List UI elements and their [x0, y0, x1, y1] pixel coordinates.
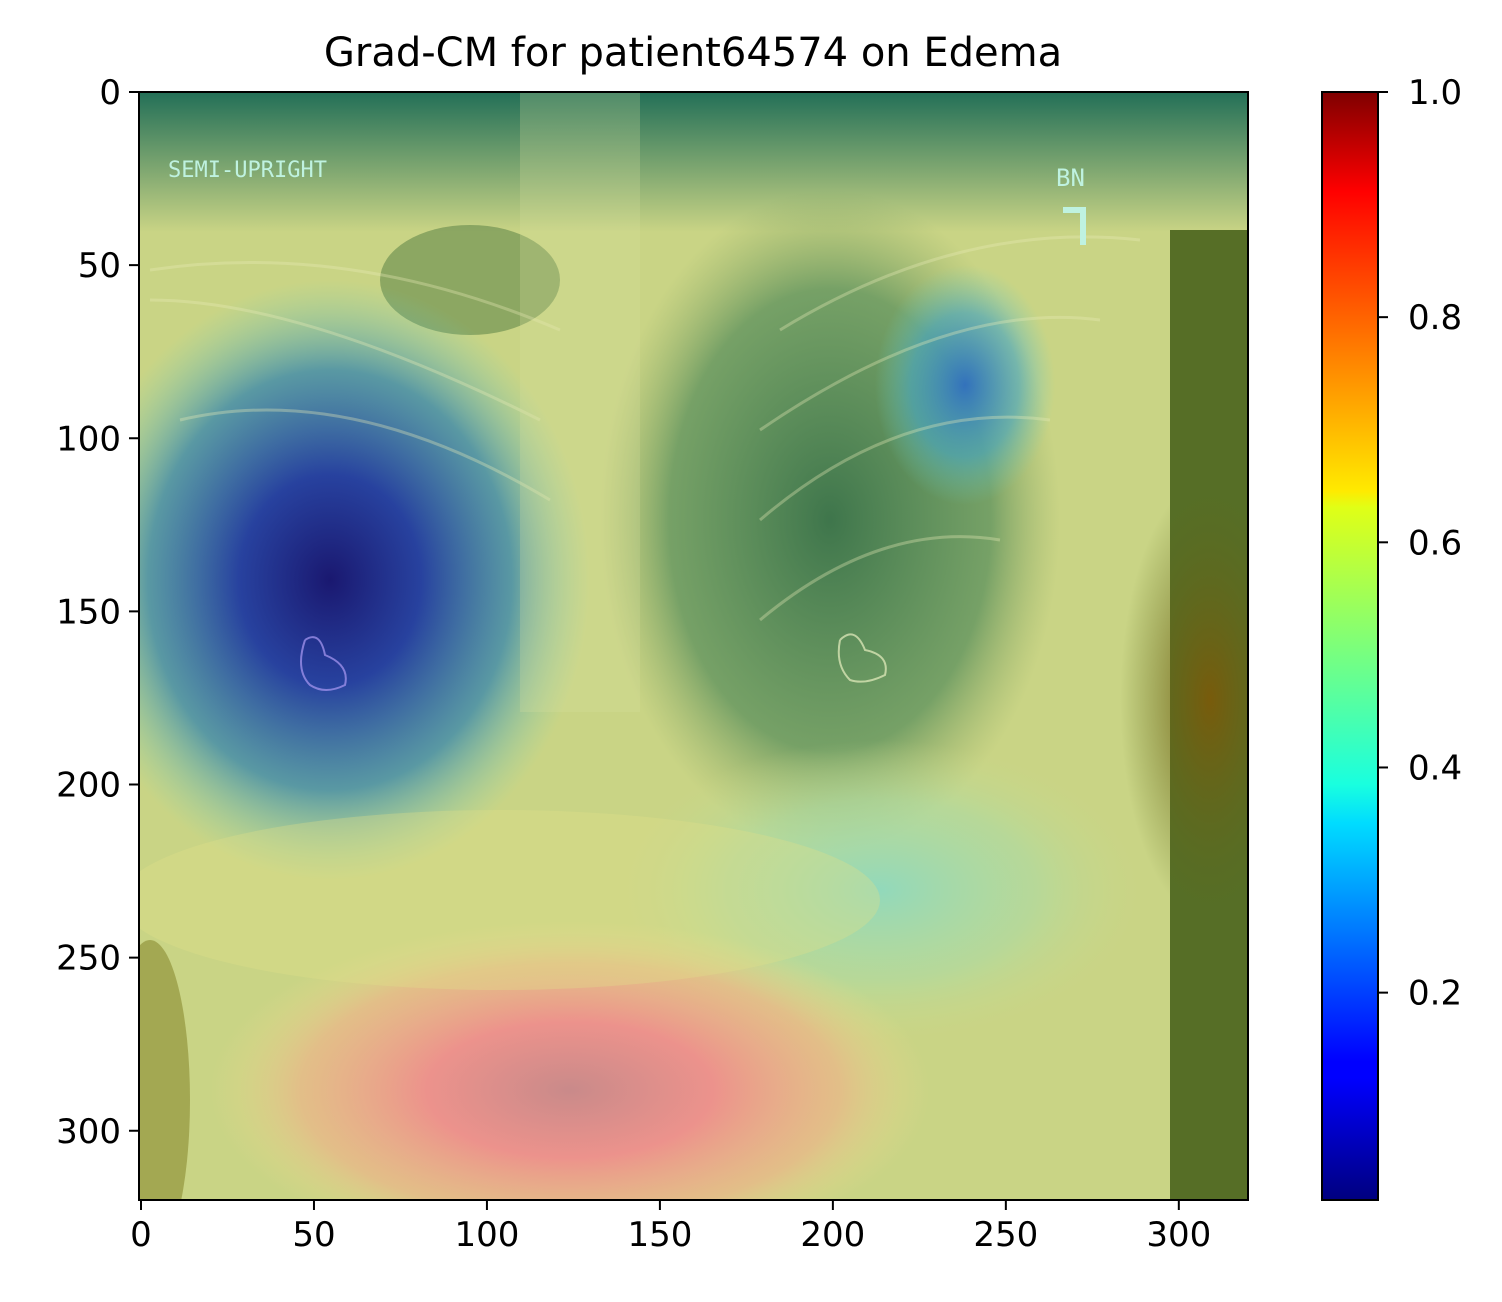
- image-marker-glyph: [1063, 207, 1086, 245]
- x-tick-label: 50: [292, 1215, 335, 1255]
- low-activation-right-lung: [139, 280, 590, 880]
- mid-lower-band: [139, 810, 880, 990]
- high-activation-lower-center: [210, 920, 930, 1200]
- x-axis: 0 50 100 150 200 250 300: [130, 1200, 1211, 1255]
- x-tick-label: 250: [973, 1215, 1038, 1255]
- low-activation-upper-left: [875, 265, 1055, 505]
- colorbar-tick-label: 0.8: [1408, 298, 1462, 338]
- x-tick-label: 150: [627, 1215, 692, 1255]
- device-outline-left: [300, 636, 347, 691]
- y-tick-label: 0: [99, 73, 121, 113]
- colorbar-ticks: 0.2 0.4 0.6 0.8 1.0: [1378, 73, 1462, 1014]
- image-label-bn: BN: [1056, 164, 1085, 192]
- spine: [520, 92, 640, 712]
- colorbar-tick-label: 0.2: [1408, 974, 1462, 1014]
- y-tick-label: 100: [56, 419, 121, 459]
- colorbar-gradient: [1321, 91, 1379, 1201]
- device-outline-right: [837, 633, 887, 683]
- x-tick-label: 100: [454, 1215, 519, 1255]
- left-edge-dark-region: [139, 940, 190, 1200]
- colorbar-tick-label: 0.6: [1408, 523, 1462, 563]
- gradcam-image: SEMI-UPRIGHT BN: [139, 92, 1248, 1200]
- chart-title: Grad-CM for patient64574 on Edema: [324, 30, 1062, 76]
- x-tick-label: 300: [1146, 1215, 1211, 1255]
- colorbar: 0.2 0.4 0.6 0.8 1.0: [1321, 73, 1462, 1201]
- y-axis: 0 50 100 150 200 250 300: [56, 73, 139, 1152]
- y-tick-label: 300: [56, 1112, 121, 1152]
- colorbar-tick-label: 1.0: [1408, 73, 1462, 113]
- y-tick-label: 200: [56, 766, 121, 806]
- y-tick-label: 50: [78, 246, 121, 286]
- right-edge-brown-region: [1120, 480, 1248, 920]
- rib-lines: [149, 235, 1141, 622]
- plot-frame: [138, 91, 1249, 1201]
- x-tick-label: 200: [800, 1215, 865, 1255]
- image-label-semi-upright: SEMI-UPRIGHT: [168, 158, 327, 183]
- colorbar-tick-label: 0.4: [1408, 748, 1462, 788]
- x-tick-label: 0: [130, 1215, 152, 1255]
- y-tick-label: 250: [56, 939, 121, 979]
- y-tick-label: 150: [56, 592, 121, 632]
